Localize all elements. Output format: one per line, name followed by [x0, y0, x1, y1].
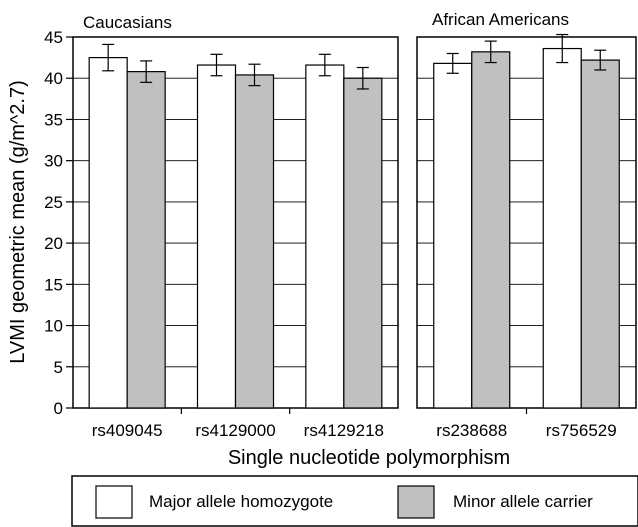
- bar-minor-rs756529: [580, 59, 620, 409]
- legend-box: [71, 475, 638, 527]
- bar-minor-rs409045: [126, 71, 166, 409]
- chart-panels: Caucasians rs409045 rs4129000 rs4129218 Afri…: [72, 10, 637, 440]
- y-tick-label: 30: [44, 152, 63, 171]
- bar-major-rs238688: [433, 62, 473, 409]
- y-tick-label: 0: [54, 399, 63, 418]
- bar-major-rs4129000: [196, 64, 237, 409]
- bar-minor-rs238688: [471, 51, 511, 409]
- x-tick-label: rs238688: [436, 421, 507, 440]
- y-tick-label: 35: [44, 110, 63, 129]
- y-tick-label: 10: [44, 317, 63, 336]
- bar-major-rs4129218: [305, 64, 345, 409]
- error-bar-minor-rs4129218: [356, 66, 369, 90]
- bar-major-rs756529: [542, 47, 582, 409]
- error-bar-minor-rs4129000: [248, 63, 261, 87]
- legend-label-major: Major allele homozygote: [149, 492, 333, 511]
- y-tick-label: 5: [54, 358, 63, 377]
- panel-title: African Americans: [432, 10, 569, 29]
- bar-minor-rs4129218: [343, 77, 383, 409]
- bar-major-rs409045: [88, 57, 128, 409]
- legend-swatch-minor: [397, 485, 435, 519]
- panel-caucasians: Caucasians rs409045 rs4129000 rs4129218: [72, 13, 399, 440]
- x-tick-label: rs409045: [92, 421, 163, 440]
- x-tick-label: rs4129000: [195, 421, 275, 440]
- error-bar-major-rs409045: [102, 43, 115, 72]
- y-tick-label: 45: [44, 28, 63, 47]
- category-rs4129000: rs4129000: [195, 53, 276, 440]
- error-bar-major-rs756529: [556, 33, 569, 64]
- y-tick-label: 15: [44, 275, 63, 294]
- y-tick-label: 25: [44, 193, 63, 212]
- x-axis-title: Single nucleotide polymorphism: [228, 447, 510, 469]
- legend-label-minor: Minor allele carrier: [453, 492, 593, 511]
- y-tick-label: 40: [44, 69, 63, 88]
- category-rs756529: rs756529: [542, 33, 620, 440]
- category-rs4129218: rs4129218: [304, 53, 384, 440]
- x-tick-label: rs756529: [546, 421, 617, 440]
- panel-title: Caucasians: [83, 13, 172, 32]
- panel-african-americans: African Americans rs238688 rs756529: [416, 10, 637, 440]
- y-tick-label: 20: [44, 234, 63, 253]
- category-rs409045: rs409045: [88, 43, 166, 440]
- category-rs238688: rs238688: [433, 40, 511, 440]
- bar-minor-rs4129000: [234, 74, 275, 409]
- x-tick-label: rs4129218: [304, 421, 384, 440]
- error-bar-minor-rs238688: [484, 40, 497, 64]
- y-axis-title: LVMI geometric mean (g/m^2.7): [7, 80, 29, 364]
- error-bar-minor-rs756529: [594, 49, 607, 71]
- error-bar-major-rs4129000: [210, 53, 223, 77]
- y-axis: 0 5 10 15 20 25 30 35 40 45: [44, 28, 73, 418]
- error-bar-major-rs4129218: [318, 53, 331, 77]
- error-bar-major-rs238688: [446, 52, 459, 74]
- error-bar-minor-rs409045: [140, 60, 153, 83]
- legend: Major allele homozygote Minor allele car…: [71, 475, 638, 527]
- legend-swatch-major: [95, 485, 133, 519]
